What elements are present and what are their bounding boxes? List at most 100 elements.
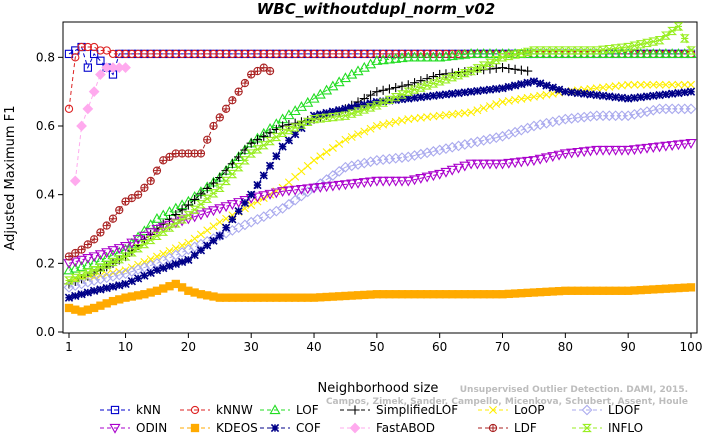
data-point [649, 80, 658, 89]
data-point [308, 183, 320, 194]
data-point [89, 235, 99, 244]
data-point [547, 152, 559, 162]
data-point [536, 79, 545, 88]
legend-marker [269, 404, 281, 415]
data-point [265, 49, 275, 59]
data-point [133, 190, 143, 199]
data-point [410, 93, 419, 103]
data-point [114, 255, 125, 264]
data-point [303, 49, 312, 59]
data-point [434, 144, 446, 156]
data-point [484, 133, 496, 145]
data-point [561, 87, 570, 96]
data-point [77, 42, 86, 52]
data-point [321, 182, 333, 193]
data-point [592, 90, 601, 100]
data-point [471, 48, 483, 59]
series-line [68, 108, 691, 288]
data-point [460, 88, 469, 97]
data-point [459, 161, 471, 172]
legend-marker [581, 404, 593, 416]
data-point [277, 203, 288, 214]
data-point [598, 91, 608, 100]
data-point [96, 285, 105, 294]
data-point [178, 241, 187, 250]
data-point [617, 81, 626, 90]
data-point [264, 208, 276, 220]
data-point [233, 222, 245, 234]
data-point [434, 51, 446, 62]
data-point [497, 53, 508, 62]
data-point [113, 244, 125, 254]
data-point [397, 95, 407, 104]
data-point [96, 228, 105, 237]
data-point [352, 159, 364, 170]
data-point [523, 66, 533, 76]
data-point [685, 103, 697, 115]
data-point [516, 65, 526, 75]
data-point [529, 46, 539, 55]
data-point [517, 94, 526, 103]
data-point [101, 272, 113, 284]
data-point [624, 80, 633, 89]
data-point [616, 43, 627, 52]
y-tick-label: 0.8 [36, 50, 55, 64]
data-point [209, 222, 218, 231]
data-point [165, 49, 174, 59]
data-point [302, 186, 314, 198]
data-point [102, 46, 111, 55]
data-point [283, 125, 294, 135]
series-line [68, 84, 691, 281]
data-point [333, 180, 345, 191]
legend-label: FastABOD [376, 421, 435, 434]
data-point [69, 175, 81, 187]
data-point [448, 89, 457, 98]
data-point [485, 102, 494, 111]
data-point [630, 80, 639, 89]
data-point [372, 122, 381, 130]
data-point [452, 49, 465, 60]
data-point [472, 65, 482, 75]
data-point [272, 49, 281, 59]
data-point [378, 98, 389, 107]
data-point [69, 262, 81, 273]
data-point [391, 49, 400, 59]
data-point [647, 104, 659, 116]
data-point [421, 147, 433, 159]
data-point [177, 205, 187, 215]
data-point [247, 70, 256, 79]
legend: kNN kNNW LOF SimplifiedLOF LoOP LDOF ODIN KDEOS… [100, 403, 643, 434]
data-point [70, 273, 81, 283]
y-tick-label: 0.6 [36, 119, 55, 133]
data-point [327, 181, 339, 192]
data-point [63, 264, 75, 275]
data-point [559, 149, 571, 160]
data-point [529, 92, 538, 101]
data-point [239, 156, 250, 165]
data-point [171, 259, 180, 269]
data-point [259, 171, 268, 180]
data-point [467, 108, 476, 117]
data-point [165, 246, 174, 255]
data-point [214, 183, 225, 192]
data-point [127, 193, 136, 203]
data-point [642, 92, 652, 101]
data-point [384, 95, 395, 105]
series-LDOF [63, 103, 697, 293]
data-point [277, 128, 288, 138]
data-point [434, 169, 446, 180]
data-point [202, 183, 212, 194]
data-point [358, 157, 370, 169]
data-point [64, 276, 74, 285]
data-point [397, 81, 407, 91]
data-point [655, 80, 664, 89]
legend-marker [270, 423, 280, 433]
data-point [548, 89, 557, 98]
data-point [459, 68, 470, 78]
x-axis: 1 10 20 30 40 50 60 70 80 90 100 [65, 333, 702, 354]
data-point [635, 40, 646, 49]
data-point [190, 234, 199, 243]
data-point [554, 46, 564, 55]
data-point [447, 73, 458, 82]
data-point [183, 200, 193, 210]
